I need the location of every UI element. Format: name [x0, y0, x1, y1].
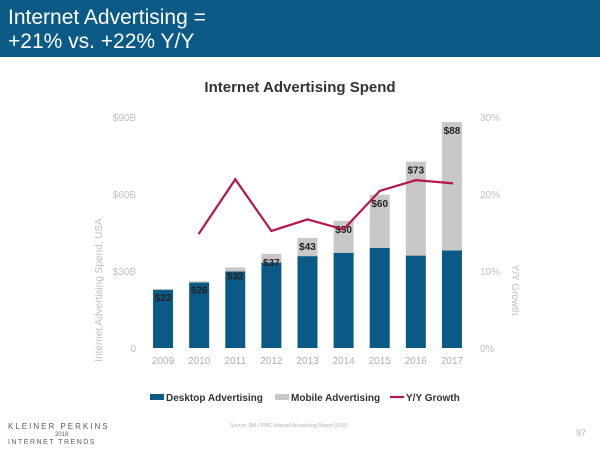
slide-title-line-1: Internet Advertising = [8, 6, 206, 29]
x-tick-label: 2012 [260, 356, 283, 367]
bar-desktop-advertising [189, 282, 210, 348]
bar-desktop-advertising [369, 247, 390, 348]
y-tick-label: $90B [113, 113, 137, 124]
bar-mobile-advertising [153, 288, 174, 290]
total-value-label: $26 [191, 285, 208, 296]
footer-logo-line-1: KLEINER PERKINS [8, 422, 110, 431]
bar-mobile-advertising [369, 194, 390, 248]
y2-tick-label: 20% [480, 190, 500, 201]
y-tick-label: $30B [113, 267, 137, 278]
legend-label: Y/Y Growth [406, 393, 460, 404]
legend-label: Desktop Advertising [166, 393, 263, 404]
y2-tick-label: 30% [480, 113, 500, 124]
x-tick-label: 2013 [296, 356, 319, 367]
bar-desktop-advertising [441, 250, 462, 348]
growth-point [414, 178, 418, 182]
total-value-label: $32 [227, 271, 244, 282]
bar-mobile-advertising [405, 161, 426, 256]
total-value-label: $43 [299, 242, 316, 253]
bar-desktop-advertising [333, 252, 354, 348]
y-axis-label: Internet Advertising Spend, USA [94, 218, 105, 362]
total-value-label: $88 [444, 126, 461, 137]
bar-mobile-advertising [297, 237, 318, 257]
growth-point [450, 182, 454, 185]
legend-swatch [275, 394, 289, 400]
slide-header: Internet Advertising = +21% vs. +22% Y/Y [0, 0, 600, 57]
y-tick-label: 0 [130, 344, 136, 355]
bar-mobile-advertising [189, 281, 210, 283]
x-tick-label: 2014 [332, 356, 355, 367]
bar-desktop-advertising [297, 256, 318, 348]
x-tick-label: 2009 [152, 356, 175, 367]
growth-point [197, 232, 201, 235]
bar-mobile-advertising [225, 267, 246, 272]
plot-area: 0 $30B $60B $90B 0% 10% 20% 30% $23 2009 $26 2010 $3… [113, 113, 500, 404]
growth-point [378, 189, 381, 193]
x-tick-label: 2011 [225, 356, 247, 367]
growth-point [234, 178, 237, 181]
total-value-label: $23 [155, 293, 172, 304]
x-tick-label: 2016 [405, 356, 428, 367]
growth-point [306, 218, 309, 221]
x-tick-label: 2010 [188, 356, 211, 367]
bar-desktop-advertising [261, 262, 282, 348]
growth-point [270, 229, 273, 233]
y2-tick-label: 0% [480, 344, 495, 355]
footer-logo-line-3: INTERNET TRENDS [8, 439, 96, 446]
y-tick-label: $60B [113, 190, 137, 201]
bar-desktop-advertising [405, 255, 426, 348]
source-note: Source: IAB / PWC Internet Advertising R… [230, 423, 348, 429]
growth-point [342, 228, 345, 231]
bar-mobile-advertising [441, 122, 462, 251]
growth-line [198, 177, 453, 234]
legend-swatch [150, 394, 164, 400]
slide-title-line-2: +21% vs. +22% Y/Y [8, 30, 195, 53]
bar-desktop-advertising [225, 271, 246, 348]
footer-logo-line-2: 2018 [55, 432, 69, 438]
total-value-label: $73 [407, 166, 424, 177]
page-number: 97 [576, 428, 587, 438]
x-tick-label: 2015 [369, 356, 392, 367]
x-tick-label: 2017 [441, 356, 464, 367]
y2-tick-label: 10% [480, 267, 500, 278]
total-value-label: $60 [371, 199, 388, 210]
total-value-label: $37 [263, 258, 280, 269]
bar-desktop-advertising [153, 289, 174, 348]
internet-advertising-chart: Internet Advertising Spend Internet Adve… [94, 79, 520, 404]
y2-axis-label: Y/Y Growth [509, 265, 520, 316]
chart-title: Internet Advertising Spend [204, 79, 395, 96]
bar-mobile-advertising [261, 253, 282, 263]
legend-label: Mobile Advertising [291, 393, 380, 404]
